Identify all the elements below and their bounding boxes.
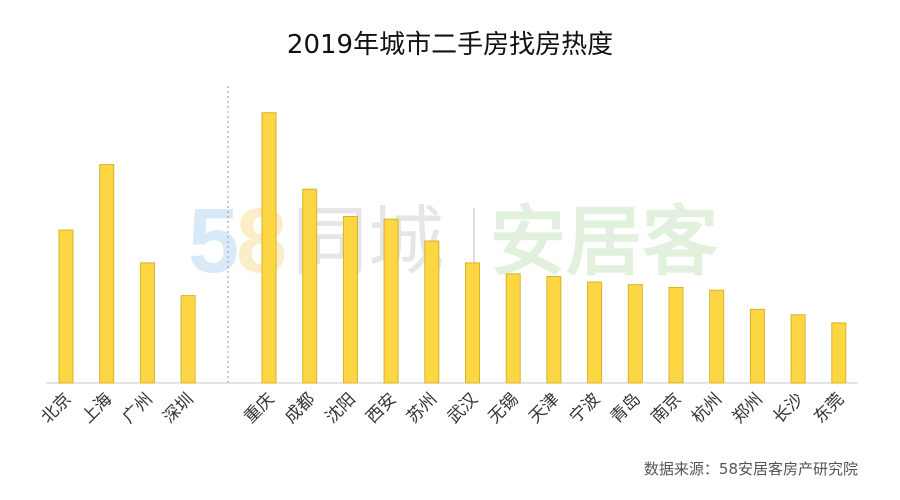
x-tick-label: 西安 (362, 389, 400, 427)
bar-南京 (668, 286, 684, 384)
x-tick-label: 深圳 (159, 389, 197, 427)
x-tick-label: 青岛 (607, 389, 645, 427)
bar-西安 (383, 218, 399, 384)
x-tick-label: 无锡 (485, 389, 523, 427)
bar-无锡 (505, 273, 521, 384)
x-tick-label: 南京 (647, 389, 685, 427)
x-tick-label: 武汉 (444, 389, 482, 427)
bar-重庆 (261, 112, 277, 384)
x-tick-label: 北京 (37, 389, 75, 427)
watermark-text-anjuke: 安居客 (490, 197, 718, 286)
bar-青岛 (627, 284, 643, 384)
x-tick-labels: 北京 上海 广州 深圳 重庆 成都 沈阳 西安 苏州 武汉 无锡 天津 宁波 青岛 南京 杭州 郑州 长沙 东莞 (37, 389, 848, 427)
bar-成都 (302, 188, 318, 384)
bar-宁波 (587, 281, 603, 384)
x-tick-label: 长沙 (769, 389, 807, 427)
bar-上海 (99, 164, 115, 384)
x-tick-label: 东莞 (810, 389, 848, 427)
x-tick-label: 上海 (78, 389, 116, 427)
source-note: 数据来源：58安居客房产研究院 (643, 460, 858, 478)
bars-group (58, 112, 847, 384)
x-tick-label: 宁波 (566, 389, 604, 427)
bar-天津 (546, 276, 562, 384)
watermark-digit-5: 5 (188, 190, 239, 292)
x-tick-label: 成都 (281, 389, 319, 427)
bar-郑州 (749, 308, 765, 384)
x-tick-label: 苏州 (403, 389, 441, 427)
bar-苏州 (424, 240, 440, 384)
bar-广州 (139, 262, 155, 384)
x-tick-label: 广州 (119, 389, 157, 427)
bar-沈阳 (342, 216, 358, 384)
x-tick-label: 沈阳 (322, 389, 360, 427)
watermark-logo: 5 8 同城 安居客 (188, 190, 718, 292)
x-tick-label: 杭州 (688, 389, 726, 427)
chart-title: 2019年城市二手房找房热度 (286, 30, 614, 60)
x-tick-label: 重庆 (240, 389, 278, 427)
bar-武汉 (465, 262, 480, 384)
x-tick-label: 天津 (525, 389, 563, 427)
bar-东莞 (831, 322, 847, 384)
x-tick-label: 郑州 (729, 389, 767, 427)
bar-深圳 (180, 295, 196, 384)
bar-北京 (58, 229, 74, 384)
bar-长沙 (790, 314, 806, 384)
bar-杭州 (709, 289, 725, 384)
watermark-text-tongcheng: 同城 (292, 197, 444, 286)
